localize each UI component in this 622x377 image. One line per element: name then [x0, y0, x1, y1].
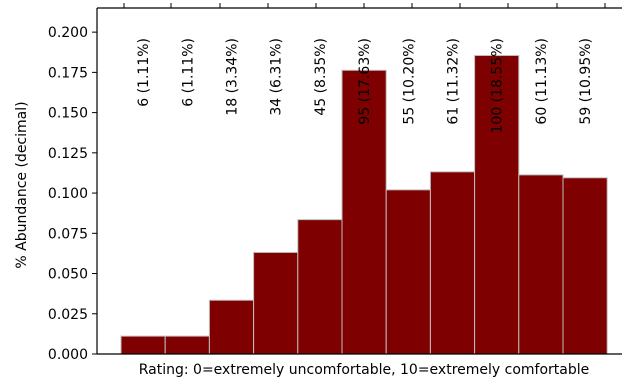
y-tick-label: 0.050 [48, 267, 88, 283]
y-tick-label: 0.125 [48, 146, 88, 162]
y-axis-label: % Abundance (decimal) [14, 101, 30, 268]
bar-value-label: 34 (6.31%) [269, 38, 285, 116]
axes-group: 0.000 0.025 0.050 0.075 0.100 0.125 0.150 0.175… [48, 3, 622, 363]
bar [474, 54, 520, 355]
bar [164, 335, 210, 355]
bar [120, 335, 166, 355]
y-tick-label: 0.000 [48, 347, 88, 363]
bar-value-label: 6 (1.11%) [136, 38, 152, 107]
bars-group [120, 54, 608, 355]
y-tick-label: 0.100 [48, 186, 88, 202]
bar-value-label: 59 (10.95%) [578, 38, 594, 125]
bar [562, 177, 608, 355]
bar [429, 171, 476, 355]
bar-value-label: 6 (1.11%) [180, 38, 196, 107]
y-tick-label: 0.150 [48, 106, 88, 122]
x-axis-label: Rating: 0=extremely uncomfortable, 10=ex… [139, 362, 590, 377]
bar-value-label: 100 (18.55%) [490, 38, 506, 133]
bar-value-label: 95 (17.63%) [357, 38, 373, 125]
bar [385, 189, 431, 355]
y-tick-label: 0.175 [48, 65, 88, 81]
y-tick-label: 0.200 [48, 25, 88, 41]
bar-value-label: 60 (11.13%) [534, 38, 550, 125]
bar-labels-group: 6 (1.11%) 6 (1.11%) 18 (3.34%) 34 (6.31%) 45… [136, 38, 594, 133]
bar-value-label: 55 (10.20%) [401, 38, 417, 125]
y-tick-label: 0.025 [48, 307, 88, 323]
bar [341, 69, 387, 355]
bar [253, 251, 299, 355]
bar [208, 299, 255, 355]
y-tick-label: 0.075 [48, 226, 88, 242]
bar-value-label: 61 (11.32%) [446, 38, 462, 125]
bar [518, 174, 564, 355]
bar [297, 219, 343, 355]
bar-value-label: 18 (3.34%) [225, 38, 241, 116]
bar-value-label: 45 (8.35%) [313, 38, 329, 116]
